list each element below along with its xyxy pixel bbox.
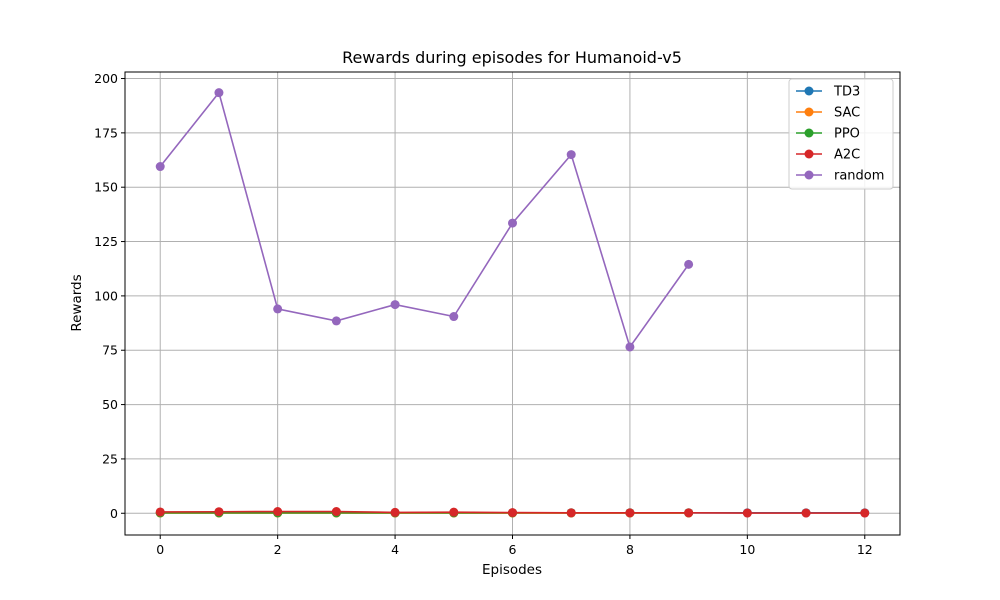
x-tick-label: 10	[739, 542, 755, 557]
series-a2c-point	[390, 507, 400, 517]
legend-entry-a2c: A2C	[796, 148, 860, 163]
legend-label: PPO	[834, 127, 860, 142]
y-axis-label: Rewards	[69, 274, 85, 331]
series-random-point	[390, 300, 400, 310]
series-a2c-point	[331, 507, 341, 517]
series-a2c-point	[508, 508, 517, 518]
x-tick-label: 4	[391, 542, 399, 557]
legend-entry-ppo: PPO	[796, 127, 860, 142]
series-random	[155, 88, 694, 352]
series-a2c-point	[566, 508, 576, 518]
series-a2c-point	[273, 507, 283, 517]
legend-marker	[804, 170, 814, 180]
series-random-point	[449, 312, 459, 322]
x-tick-label: 0	[156, 542, 164, 557]
y-tick-label: 175	[94, 125, 118, 140]
x-tick-label: 12	[857, 542, 873, 557]
series-a2c-point	[742, 508, 752, 518]
series-random-point	[684, 259, 694, 269]
legend-entry-td3: TD3	[796, 85, 860, 100]
series-random-point	[566, 150, 576, 160]
legend-entry-random: random	[796, 169, 884, 184]
series-random-point	[331, 316, 341, 326]
series-random-point	[273, 304, 283, 314]
y-tick-label: 75	[102, 343, 118, 358]
y-tick-label: 50	[102, 397, 118, 412]
series-random-point	[155, 162, 165, 172]
series-a2c	[155, 507, 870, 518]
plot-series	[155, 88, 870, 518]
y-tick-label: 125	[94, 234, 118, 249]
series-a2c-point	[214, 507, 224, 517]
y-tick-label: 0	[110, 506, 118, 521]
legend-marker	[804, 107, 814, 117]
chart-title: Rewards during episodes for Humanoid-v5	[342, 48, 682, 67]
series-a2c-point	[684, 508, 694, 518]
legend-marker	[804, 86, 814, 96]
series-a2c-point	[625, 508, 635, 518]
y-tick-label: 150	[94, 180, 118, 195]
legend-label: TD3	[833, 85, 860, 100]
x-tick-label: 2	[274, 542, 282, 557]
axis-ticks: 0 2 4 6 8 10 12 0 25 50 75 100 125 150 175 200	[94, 71, 873, 557]
x-tick-label: 6	[509, 542, 517, 557]
y-tick-label: 25	[102, 451, 118, 466]
legend-box	[788, 78, 894, 190]
series-random-point	[508, 218, 517, 228]
series-random-line	[159, 90, 690, 349]
legend-entry-sac: SAC	[796, 106, 860, 121]
series-random-point	[214, 88, 224, 98]
y-tick-label: 100	[94, 288, 118, 303]
legend: TD3 SAC PPO A2C random	[788, 78, 894, 190]
legend-label: A2C	[834, 148, 860, 163]
series-a2c-point	[449, 507, 459, 517]
series-a2c-point	[860, 508, 870, 518]
legend-marker	[804, 128, 814, 138]
legend-label: random	[834, 169, 884, 184]
series-random-point	[625, 342, 635, 352]
x-tick-label: 8	[626, 542, 634, 557]
legend-label: SAC	[834, 106, 860, 121]
legend-marker	[804, 149, 814, 159]
series-a2c-point	[801, 508, 811, 518]
series-a2c-point	[155, 507, 165, 517]
y-tick-label: 200	[94, 71, 118, 86]
x-axis-label: Episodes	[482, 562, 542, 578]
